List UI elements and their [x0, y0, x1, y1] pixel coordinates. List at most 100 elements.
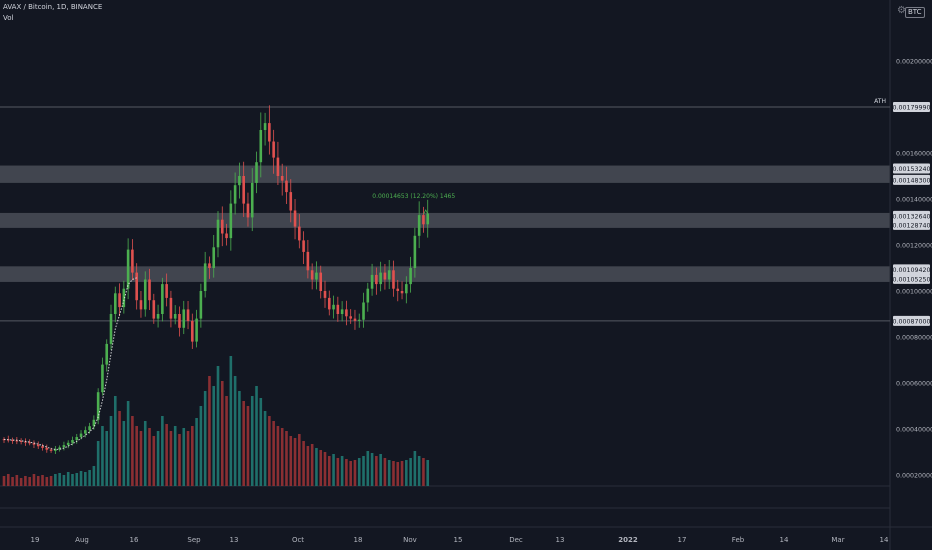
volume-bar	[250, 396, 254, 486]
candle	[28, 442, 31, 444]
time-tick-label: 14	[880, 536, 889, 544]
candle	[15, 440, 19, 442]
support-resistance-zone	[0, 212, 890, 228]
price-tick-label: 0.00140000	[896, 197, 932, 204]
level-price-label-bg	[893, 163, 930, 174]
volume-bar	[195, 418, 198, 486]
measure-label: 0.00014653 (12.20%) 1465	[372, 193, 455, 200]
candle	[126, 249, 130, 289]
candle	[289, 192, 293, 211]
volume-bar	[285, 431, 288, 486]
volume-bar	[109, 416, 113, 486]
price-axis[interactable]: 0.00179990 ATH 0.00153240 0.00148300 0.00132…	[874, 59, 932, 480]
volume-bar	[54, 474, 57, 486]
candle	[220, 219, 224, 234]
candle	[345, 309, 348, 317]
volume-bar	[319, 450, 323, 486]
volume-bar	[362, 456, 365, 486]
symbol-title[interactable]: AVAX / Bitcoin, 1D, BINANCE	[3, 3, 103, 11]
candle	[366, 288, 370, 303]
time-tick-label: 13	[556, 536, 565, 544]
price-tick-label: 0.00120000	[896, 243, 932, 250]
candle	[101, 364, 104, 393]
volume-bar	[302, 441, 305, 486]
candle	[268, 123, 271, 142]
volume-bar	[66, 472, 70, 486]
candle	[195, 318, 198, 342]
candle	[233, 185, 237, 204]
candle	[422, 215, 425, 225]
candle	[203, 263, 207, 291]
volume-bar	[259, 398, 263, 486]
candle	[340, 309, 344, 314]
volume-bar	[220, 381, 224, 486]
volume-bar	[332, 454, 335, 486]
volume-bar	[203, 391, 207, 486]
time-axis[interactable]: 19 Aug 16 Sep 13 Oct 18 Nov 15 Dec 13 2022 17 Feb 14 Ma…	[31, 536, 889, 544]
candle	[135, 272, 138, 301]
level-price-label-bg	[893, 174, 930, 185]
indicator-label[interactable]: Vol	[3, 14, 14, 22]
currency-badge[interactable]: BTC	[905, 7, 925, 18]
level-price-label: 0.00179990	[892, 105, 930, 112]
candle	[319, 272, 323, 291]
candle	[212, 247, 216, 268]
volume-ma	[3, 277, 137, 450]
volume-bar	[409, 458, 412, 486]
volume-bar	[345, 459, 348, 486]
measure-arrow	[423, 209, 429, 215]
volume-bar	[396, 462, 400, 486]
candle	[173, 314, 177, 319]
candle	[306, 251, 310, 271]
volume-bar	[15, 475, 19, 486]
candle	[156, 314, 160, 319]
volume-bar	[148, 428, 151, 486]
time-tick-label: 19	[31, 536, 40, 544]
volume-bar	[45, 477, 49, 486]
volume-bar	[101, 426, 104, 486]
ma-line	[3, 277, 137, 450]
level-price-label: 0.00105250	[892, 276, 930, 283]
candle	[216, 219, 220, 248]
time-tick-label: 17	[678, 536, 687, 544]
support-resistance-zone	[0, 266, 890, 282]
candle	[84, 430, 87, 434]
volume-bar	[79, 471, 83, 486]
time-tick-label: 16	[130, 536, 139, 544]
candle	[71, 440, 74, 443]
volume-bar	[310, 444, 314, 486]
volume-bar	[32, 474, 36, 486]
candle	[113, 293, 117, 314]
candle	[118, 293, 121, 308]
volume-bar	[156, 431, 160, 486]
candle	[332, 304, 335, 310]
price-tick-label: 0.00160000	[896, 151, 932, 158]
volume-bar	[323, 452, 327, 486]
time-tick-label: 13	[230, 536, 239, 544]
candle	[131, 249, 134, 273]
price-tick-label: 0.00080000	[896, 335, 932, 342]
candle	[161, 284, 164, 314]
price-tick-label: 0.00020000	[896, 473, 932, 480]
time-tick-label: Mar	[831, 536, 844, 544]
gear-icon[interactable]: ⚙	[897, 5, 906, 16]
candle	[387, 270, 391, 280]
candle	[182, 309, 186, 328]
volume-bar	[233, 376, 237, 486]
candle	[379, 272, 382, 285]
price-tick-label: 0.00060000	[896, 381, 932, 388]
volume-bar	[139, 431, 143, 486]
volume-bar	[131, 416, 134, 486]
candle	[272, 141, 275, 158]
volume-bar	[413, 451, 417, 486]
volume-bar	[383, 458, 387, 486]
candle	[255, 162, 258, 183]
candle	[400, 291, 404, 294]
candle	[276, 157, 280, 176]
candle	[49, 449, 53, 451]
volume-bar	[49, 476, 53, 486]
candle	[392, 270, 395, 289]
candle	[41, 446, 44, 448]
volume-bar	[62, 475, 66, 486]
